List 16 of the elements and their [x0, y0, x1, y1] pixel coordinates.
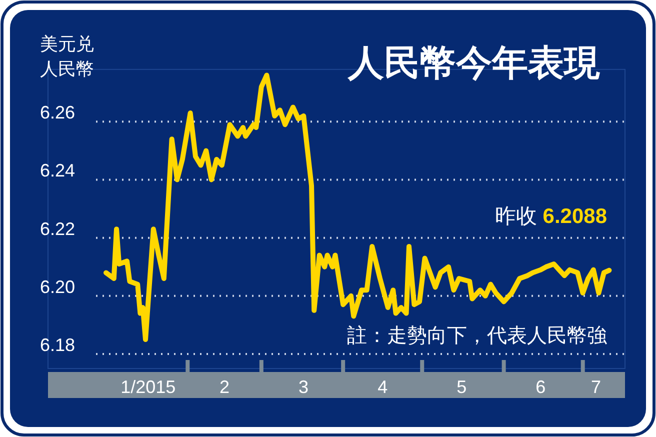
chart-title: 人民幣今年表現: [347, 43, 600, 83]
annotation: 註：走勢向下，代表人民幣強: [347, 323, 607, 347]
y-axis-title: 美元兑人民幣: [40, 34, 94, 79]
x-tick-label: 5: [456, 377, 467, 397]
y-tick-label: 6.20: [40, 276, 76, 297]
y-tick-label: 6.24: [40, 160, 76, 181]
x-tick-label: 2: [220, 377, 230, 397]
x-tick-label: 6: [536, 377, 546, 397]
y-tick-label: 6.26: [40, 102, 76, 123]
x-tick-label: 1/2015: [120, 377, 176, 397]
annotation: 昨收 6.2088: [494, 205, 608, 228]
x-tick-label: 7: [591, 377, 602, 397]
y-tick-label: 6.22: [40, 218, 76, 239]
x-tick-label: 4: [378, 377, 388, 397]
x-tick-label: 3: [298, 377, 309, 397]
y-tick-label: 6.18: [40, 334, 76, 355]
